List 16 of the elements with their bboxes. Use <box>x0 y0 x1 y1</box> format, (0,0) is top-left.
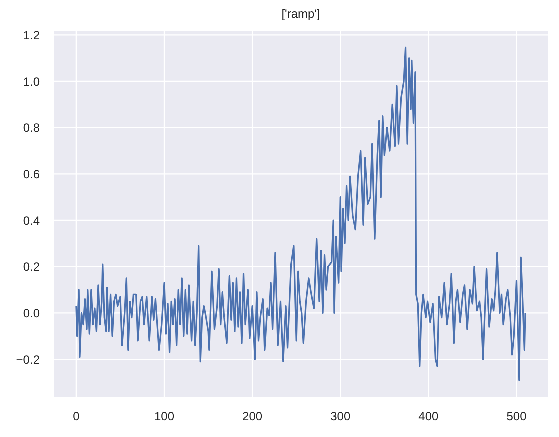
x-tick-label: 300 <box>330 410 351 424</box>
y-tick-label: 0.2 <box>23 260 40 274</box>
x-tick-label: 400 <box>418 410 440 424</box>
y-tick-label: 1.2 <box>23 28 40 42</box>
line-series <box>76 46 526 382</box>
y-tick-label: −0.2 <box>16 352 40 367</box>
y-tick-label: 0.6 <box>23 167 40 182</box>
y-tick-label: 0.4 <box>23 214 40 228</box>
chart-title: ['ramp'] <box>280 7 322 21</box>
x-tick-label: 500 <box>506 410 528 424</box>
x-tick-label: 200 <box>242 410 263 424</box>
y-tick-label: 0.8 <box>23 121 40 136</box>
x-tick-label: 0 <box>73 410 80 424</box>
y-tick-label: 1.0 <box>23 74 40 89</box>
y-tick-label: 0.0 <box>23 306 40 320</box>
x-tick-label: 100 <box>154 410 175 424</box>
